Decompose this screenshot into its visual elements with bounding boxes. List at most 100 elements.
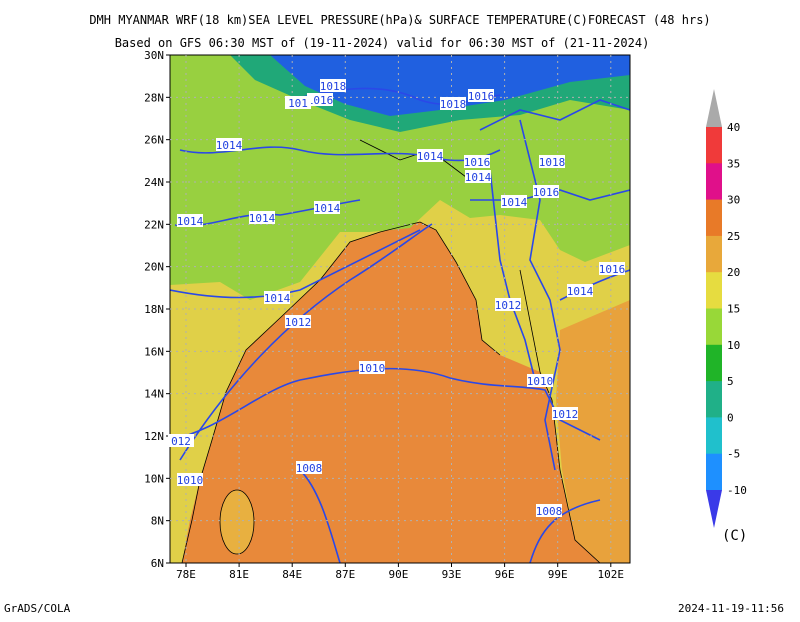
colorbar-segment [706,199,722,237]
isobar-label-bg [285,96,311,109]
isobar-label: 1016 [599,263,626,276]
isobar-label-bg [501,195,527,208]
colorbar-segment [706,381,722,418]
isobar-label-bg [495,298,521,311]
isobar-label-bg [296,461,322,474]
land-warm [556,300,630,563]
isobar-label: 1018 [440,98,467,111]
isobar-label: 1010 [527,375,554,388]
lat-label: 24N [144,176,164,189]
isobar-label: 1014 [501,196,528,209]
isobar-label-bg [307,93,333,106]
isobar-label: 1016 [464,156,491,169]
isobar-label-bg [264,291,290,304]
lon-label: 78E [176,568,196,581]
isobar-label-bg [216,138,242,151]
isobar-label-bg [539,155,565,168]
isobar-label: 1012 [552,408,579,421]
isobar-label: 1012 [285,316,312,329]
colorbar-segment [706,127,722,164]
isobar-label-bg [417,149,443,162]
isobar-label: 1014 [249,212,276,225]
footer-right: 2024-11-19-11:56 [678,602,784,615]
isobar-label-bg [465,170,491,183]
colorbar-label: 25 [727,230,740,243]
colorbar-label: 20 [727,266,740,279]
isobar-label: 1018 [539,156,566,169]
isobar-label: 1016 [307,94,334,107]
colorbar-segment [706,308,722,346]
colorbar-label: 35 [727,157,740,170]
isobar-label-bg [468,89,494,102]
lat-label: 28N [144,91,164,104]
colorbar-bottom [706,490,722,528]
lat-label: 26N [144,134,164,147]
isobar-label-bg [440,97,466,110]
lat-label: 10N [144,472,164,485]
lon-label: 81E [229,568,249,581]
lat-label: 8N [151,515,164,528]
lat-label: 30N [144,49,164,62]
isobar-label: 1016 [533,186,560,199]
colorbar-label: -5 [727,448,740,461]
lat-label: 16N [144,345,164,358]
colorbar-segment [706,235,722,273]
lat-label: 14N [144,388,164,401]
isobar-label: 1010 [359,362,386,375]
lon-label: 87E [335,568,355,581]
land-green [170,55,630,300]
isobar-label-bg [567,284,593,297]
isobar-label-bg [552,407,578,420]
lat-label: 12N [144,430,164,443]
isobar-label-bg [536,504,562,517]
colorbar-label: 30 [727,194,740,207]
colorbar-unit: (C) [722,528,747,544]
colorbar-label: -10 [727,484,747,497]
isobar-label-bg [320,79,346,92]
lon-label: 96E [495,568,515,581]
isobar-label-bg [177,214,203,227]
footer-left: GrADS/COLA [4,602,71,615]
isobar-label: 1014 [216,139,243,152]
colorbar-label: 5 [727,375,734,388]
colorbar-segment [706,163,722,201]
colorbar-label: 10 [727,339,740,352]
lon-label: 84E [282,568,302,581]
isobar-label: 1016 [468,90,495,103]
lon-label: 99E [548,568,568,581]
isobar-label-bg [249,211,275,224]
isobar-label-bg [168,434,194,447]
colorbar-segment [706,344,722,382]
subtitle: Based on GFS 06:30 MST of (19-11-2024) v… [115,36,650,50]
isobar-label: 1014 [314,202,341,215]
isobar-label: 1014 [264,292,291,305]
lat-label: 20N [144,261,164,274]
isobar-label: 1010 [177,474,204,487]
colorbar-segment [706,453,722,491]
isobar-label-bg [285,315,311,328]
isobar-label: 1008 [296,462,323,475]
sri-lanka [219,489,255,555]
isobar-label: 1014 [177,215,204,228]
colorbar-segment [706,272,722,309]
isobar-label-bg [464,155,490,168]
lat-label: 18N [144,303,164,316]
lat-label: 6N [151,557,164,570]
isobar-label: 101 [288,97,308,110]
lon-label: 93E [442,568,462,581]
colorbar-top [706,89,722,127]
highland-blue [270,55,630,116]
isobar-label: 012 [171,435,191,448]
isobar-label: 1018 [320,80,347,93]
isobar-label-bg [599,262,625,275]
colorbar-label: 40 [727,121,740,134]
colorbar: 40 35 30 25 20 15 10 5 0 -5 -10 [706,89,747,528]
isobar-label: 1014 [465,171,492,184]
isobar-label-bg [527,374,553,387]
isobar-label: 1008 [536,505,563,518]
isobar-label-bg [314,201,340,214]
lon-label: 102E [598,568,625,581]
colorbar-label: 0 [727,411,734,424]
